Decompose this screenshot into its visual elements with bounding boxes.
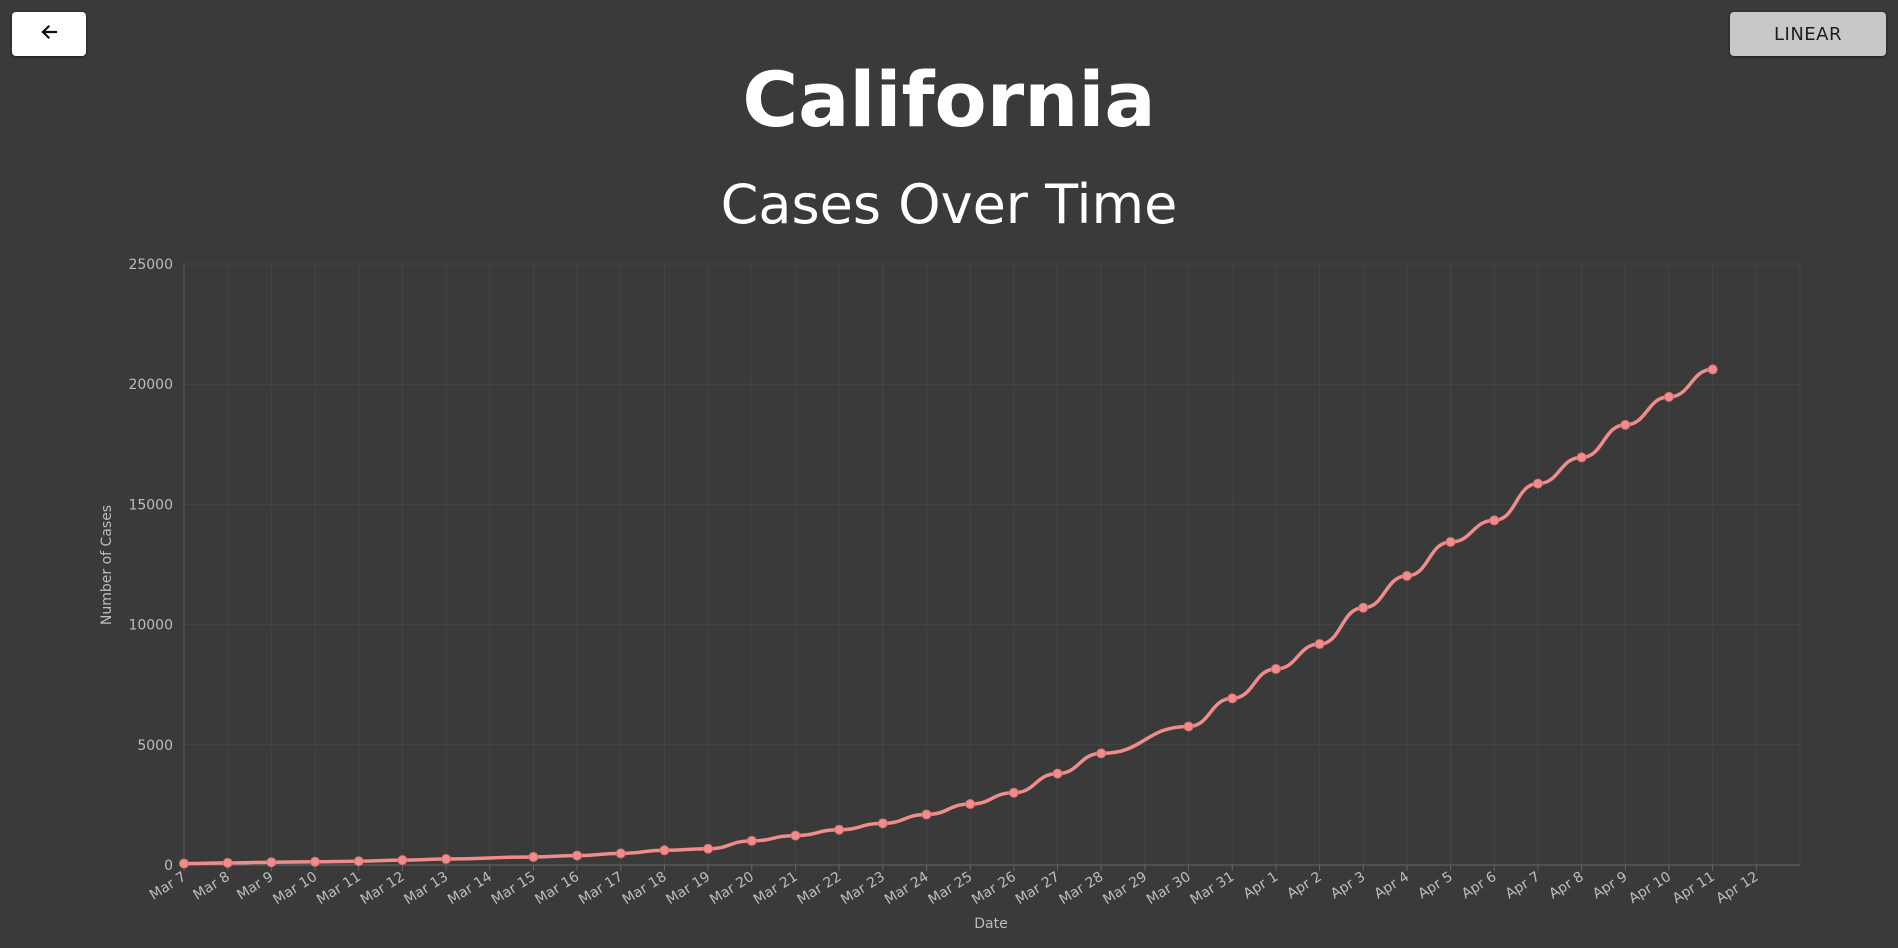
x-tick-label: Apr 7 bbox=[1503, 869, 1543, 902]
x-tick-label: Mar 30 bbox=[1144, 869, 1194, 908]
x-tick-label: Mar 23 bbox=[838, 869, 888, 908]
x-tick-label: Mar 28 bbox=[1057, 869, 1107, 908]
x-tick-label: Mar 12 bbox=[358, 869, 408, 908]
data-point bbox=[1445, 536, 1456, 547]
data-point bbox=[746, 835, 757, 846]
x-tick-label: Mar 18 bbox=[620, 869, 670, 908]
arrow-left-icon bbox=[39, 22, 59, 46]
data-point bbox=[179, 858, 189, 869]
x-tick-label: Mar 26 bbox=[969, 869, 1019, 908]
x-tick-label: Mar 17 bbox=[576, 869, 626, 908]
data-point bbox=[1401, 570, 1412, 581]
x-tick-label: Mar 19 bbox=[663, 869, 713, 908]
scale-toggle-button[interactable]: LINEAR bbox=[1730, 12, 1886, 56]
x-tick-label: Mar 13 bbox=[401, 869, 451, 908]
data-point bbox=[310, 856, 321, 867]
data-point bbox=[1620, 419, 1631, 430]
x-tick-label: Apr 12 bbox=[1714, 869, 1762, 907]
y-tick-label: 0 bbox=[164, 858, 173, 874]
data-point bbox=[790, 830, 801, 841]
data-point bbox=[1314, 639, 1325, 650]
data-point bbox=[1663, 391, 1674, 402]
x-tick-label: Mar 22 bbox=[794, 869, 844, 908]
data-point bbox=[921, 809, 932, 820]
x-tick-label: Mar 14 bbox=[445, 869, 495, 908]
chart-title: Cases Over Time bbox=[720, 173, 1178, 236]
data-point bbox=[1270, 663, 1281, 674]
series-layer bbox=[179, 364, 1718, 869]
x-tick-label: Mar 10 bbox=[270, 869, 320, 908]
x-tick-label: Mar 24 bbox=[882, 869, 932, 908]
data-point bbox=[877, 818, 888, 829]
y-tick-label: 20000 bbox=[128, 377, 173, 393]
x-axis-title: Date bbox=[974, 916, 1007, 932]
data-point bbox=[965, 799, 976, 810]
data-point bbox=[1008, 787, 1019, 798]
x-tick-label: Apr 1 bbox=[1241, 869, 1281, 902]
data-point bbox=[266, 857, 277, 868]
data-point bbox=[834, 824, 845, 835]
y-axis-title: Number of Cases bbox=[99, 505, 115, 625]
chart-grid bbox=[183, 263, 1801, 866]
page-title: California bbox=[742, 55, 1156, 144]
y-tick-label: 10000 bbox=[128, 618, 173, 634]
x-tick-label: Mar 20 bbox=[707, 869, 757, 908]
x-tick-label: Apr 2 bbox=[1284, 869, 1324, 902]
x-tick-label: Mar 9 bbox=[234, 869, 276, 904]
data-point bbox=[222, 857, 233, 868]
data-point bbox=[659, 845, 670, 856]
x-tick-label: Mar 7 bbox=[147, 869, 189, 904]
data-point bbox=[1183, 721, 1194, 732]
y-tick-label: 5000 bbox=[137, 738, 173, 754]
y-tick-label: 25000 bbox=[128, 257, 173, 273]
data-point bbox=[572, 850, 583, 861]
data-point bbox=[1227, 693, 1238, 704]
data-point bbox=[441, 854, 452, 865]
x-tick-label: Apr 8 bbox=[1546, 869, 1586, 902]
data-point bbox=[353, 856, 364, 867]
chart-axes: 0 5000 10000 15000 20000 25000 Mar 7 Mar 8 Mar 9… bbox=[128, 257, 1800, 908]
x-tick-label: Apr 10 bbox=[1626, 869, 1674, 907]
x-tick-label: Mar 25 bbox=[926, 869, 976, 908]
x-tick-label: Mar 21 bbox=[751, 869, 801, 908]
back-button[interactable] bbox=[12, 12, 86, 56]
data-point bbox=[1576, 452, 1587, 463]
x-tick-label: Apr 5 bbox=[1415, 869, 1455, 902]
data-point bbox=[1358, 602, 1369, 613]
y-tick-label: 15000 bbox=[128, 497, 173, 513]
data-point bbox=[1052, 768, 1063, 779]
data-point bbox=[397, 855, 408, 866]
x-tick-label: Apr 3 bbox=[1328, 869, 1368, 902]
x-tick-label: Apr 4 bbox=[1372, 869, 1412, 903]
series-line bbox=[183, 367, 1713, 866]
data-point bbox=[528, 851, 539, 862]
x-tick-label: Apr 9 bbox=[1590, 869, 1630, 902]
x-tick-label: Apr 6 bbox=[1459, 869, 1499, 903]
x-tick-label: Mar 8 bbox=[191, 869, 233, 904]
x-tick-label: Mar 15 bbox=[489, 869, 539, 908]
data-point bbox=[703, 843, 714, 854]
x-tick-label: Mar 11 bbox=[314, 869, 364, 908]
x-tick-label: Mar 29 bbox=[1100, 869, 1150, 908]
data-point bbox=[1532, 478, 1543, 489]
x-tick-label: Mar 31 bbox=[1188, 869, 1238, 908]
data-point bbox=[1707, 364, 1718, 375]
data-point bbox=[1096, 748, 1107, 759]
x-tick-label: Mar 16 bbox=[532, 869, 582, 908]
data-point bbox=[1489, 515, 1500, 526]
data-point bbox=[615, 848, 626, 859]
x-tick-label: Mar 27 bbox=[1013, 869, 1063, 908]
x-tick-label: Apr 11 bbox=[1670, 869, 1718, 907]
